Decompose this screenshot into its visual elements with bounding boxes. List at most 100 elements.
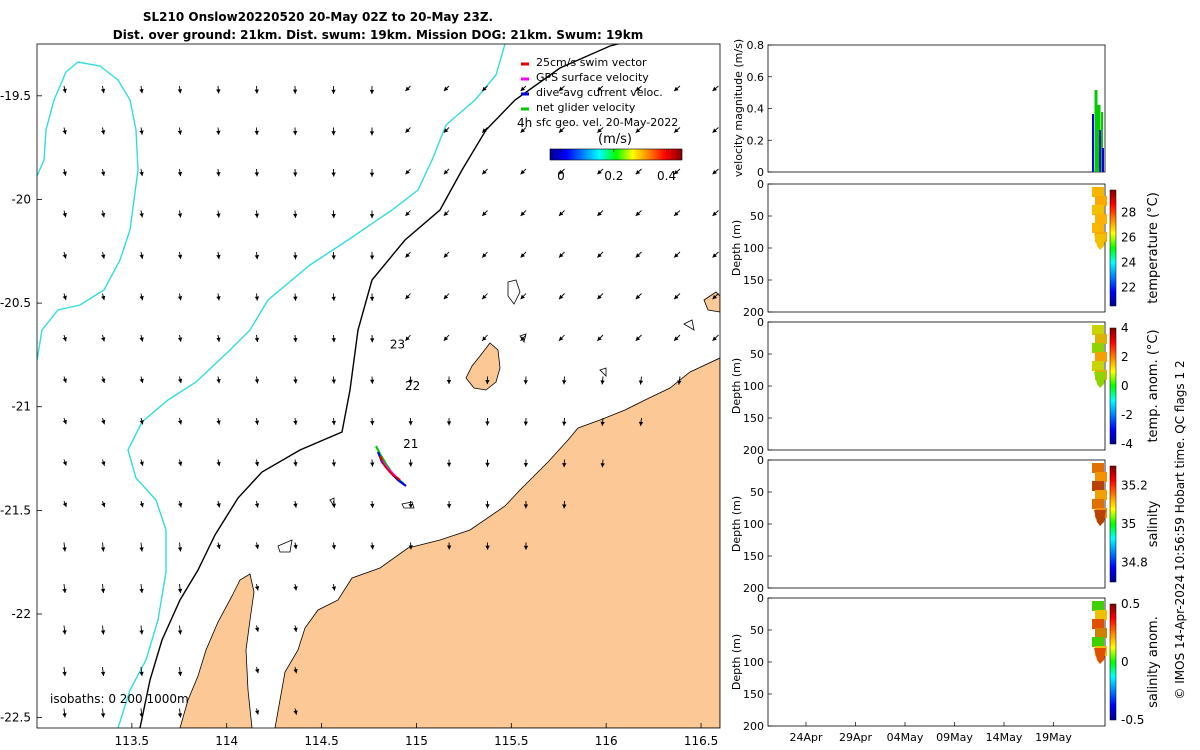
- velocity-arrow-head: [331, 131, 336, 136]
- map-x-tick-label: 114.5: [304, 734, 338, 748]
- velocity-arrow-head: [446, 504, 452, 509]
- velocity-arrow-head: [370, 420, 375, 426]
- depth-colorbar: [1109, 603, 1117, 721]
- velocity-arrow-head: [369, 338, 375, 343]
- velocity-arrow-head: [254, 420, 260, 425]
- velocity-arrow-head: [254, 213, 260, 218]
- velocity-arrow-head: [100, 588, 106, 593]
- velocity-arrow-head: [62, 588, 67, 593]
- profile-cell: [1092, 637, 1104, 647]
- velocity-arrow-head: [177, 420, 183, 425]
- depth-ylabel: Depth (m): [730, 358, 743, 414]
- velocity-arrow-head: [443, 86, 449, 91]
- velocity-arrow-head: [177, 337, 183, 342]
- depth-colorbar-tick-label: 2: [1121, 350, 1129, 364]
- velocity-arrow-head: [331, 338, 336, 343]
- velocity-arrow-head: [558, 294, 564, 300]
- track-hour-label: 23: [390, 338, 405, 352]
- velocity-arrow-head: [101, 419, 106, 425]
- velocity-arrow-head: [177, 296, 183, 301]
- depth-tick-label: 200: [743, 306, 764, 319]
- map-y-tick-label: -22: [11, 607, 31, 621]
- velocity-arrow-head: [139, 420, 144, 425]
- velocity-arrow-head: [712, 294, 717, 300]
- map-x-tick-label: 114: [215, 734, 238, 748]
- profile-cell: [1092, 187, 1104, 197]
- profile-cell: [1095, 196, 1107, 206]
- velocity-arrow-head: [443, 294, 449, 300]
- legend-entry: dive-avg current veloc.: [536, 86, 663, 99]
- profile-cell: [1095, 610, 1107, 620]
- date-tick-label: 19May: [1035, 731, 1072, 744]
- velocity-arrow-head: [254, 586, 260, 591]
- velocity-arrow-head: [100, 713, 106, 718]
- velocity-arrow-head: [485, 380, 490, 385]
- legend-entry: GPS surface velocity: [536, 71, 649, 84]
- map-y-tick-label: -21: [11, 400, 31, 414]
- mainland: [274, 357, 720, 728]
- velocity-arrow-head: [485, 545, 490, 550]
- track-hour-label: 22: [405, 379, 420, 393]
- depth-colorbar-tick-label: 24: [1121, 255, 1136, 269]
- velocity-arrow-head: [216, 213, 221, 218]
- velocity-arrow-head: [712, 128, 717, 133]
- velocity-arrow-head: [216, 254, 221, 260]
- reef-outlines: [277, 279, 695, 553]
- velocity-arrow-head: [62, 630, 67, 635]
- velocity-arrow-head: [139, 630, 144, 635]
- velocity-arrow-head: [558, 253, 564, 258]
- isobath-label: isobaths: 0 200 1000m: [50, 692, 189, 706]
- depth-tick-label: 200: [743, 444, 764, 457]
- velocity-arrow-head: [331, 544, 337, 550]
- velocity-arrow-head: [446, 462, 452, 467]
- map-legend: 25cm/s swim vector GPS surface velocity di…: [521, 56, 678, 129]
- velocity-arrow-head: [635, 253, 641, 258]
- velocity-arrow-head: [677, 380, 682, 385]
- velocity-arrow-head: [62, 502, 67, 507]
- depth-tick-label: 150: [743, 550, 764, 563]
- velocity-arrow-head: [446, 379, 452, 384]
- velocity-arrow-head: [177, 630, 183, 635]
- velocity-arrow-head: [101, 254, 106, 259]
- velocity-arrow-head: [405, 336, 410, 341]
- velocity-arrow-head: [62, 212, 67, 218]
- velocity-arrow-head: [293, 710, 298, 715]
- velocity-arrow-head: [674, 211, 679, 216]
- velocity-arrow-head: [62, 419, 67, 425]
- depth-colorbar: [1109, 465, 1117, 583]
- title-line-1: SL210 Onslow20220520 20-May 02Z to 20-Ma…: [143, 10, 493, 24]
- map-colorbar-bar: [549, 148, 683, 161]
- map-axes: 113.5 114 114.5 115 115.5 116 116.5 -19.5 -20 -20…: [0, 89, 718, 748]
- velocity-arrow-head: [254, 172, 259, 177]
- velocity-arrow-head: [405, 128, 410, 133]
- map-x-tick-label: 113.5: [115, 734, 149, 748]
- velocity-arrow-head: [101, 502, 106, 508]
- depth-colorbar-label: temp. anom. (°C): [1146, 329, 1161, 442]
- velocity-arrow-head: [139, 378, 144, 384]
- velocity-arrow-head: [139, 713, 144, 718]
- velocity-arrow-head: [139, 171, 144, 177]
- velocity-arrow-head: [177, 213, 183, 218]
- velocity-tick-label: 0.6: [747, 71, 765, 84]
- depth-tick-label: 200: [743, 720, 764, 733]
- velocity-arrow-head: [405, 211, 410, 216]
- depth-panel-2: 0 50 100 150 200 Depth (m) -4 -2 0 2 4 temp. anom. …: [730, 316, 1161, 457]
- depth-panel-3: 0 50 100 150 200 Depth (m) 34.8 35 35.2 salinity: [730, 454, 1161, 595]
- velocity-arrow-head: [62, 130, 67, 135]
- velocity-panel: 0 0.2 0.4 0.6 0.8 velocity magnitude (m/s): [732, 39, 1106, 179]
- velocity-arrow-head: [482, 294, 487, 300]
- date-tick-label: 14May: [986, 731, 1023, 744]
- velocity-arrow-head: [370, 503, 375, 508]
- depth-tick-label: 50: [750, 210, 764, 223]
- velocity-arrow-head: [635, 294, 641, 300]
- velocity-arrow-head: [408, 379, 413, 384]
- velocity-arrow-head: [674, 336, 679, 341]
- peninsula: [179, 573, 255, 728]
- island: [465, 342, 501, 391]
- depth-colorbar-tick-label: -2: [1121, 408, 1133, 422]
- velocity-arrow-head: [523, 545, 529, 550]
- date-tick-label: 29Apr: [839, 731, 873, 744]
- velocity-arrow-head: [62, 378, 67, 383]
- depth-colorbar-label: salinity: [1146, 500, 1161, 547]
- profile-cell: [1095, 334, 1107, 344]
